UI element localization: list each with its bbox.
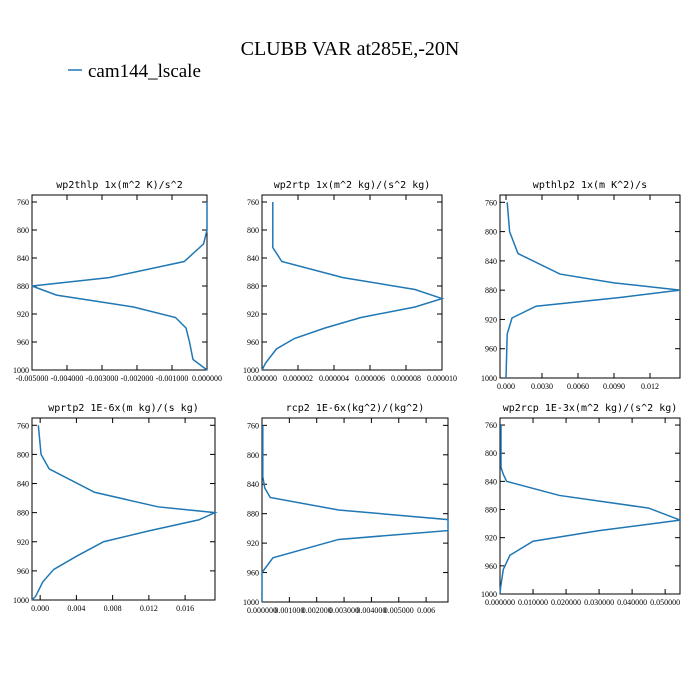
x-tick-label: 0.000002 [283,374,313,383]
subplot-title: wp2rcp 1E-3x(m^2 kg)/(s^2 kg) [503,403,678,414]
x-tick-label: 0.000 [497,382,515,391]
y-tick-label: 1000 [13,366,29,375]
x-tick-label: 0.040000 [617,598,647,607]
x-tick-label: -0.003000 [86,374,119,383]
y-tick-label: 760 [247,421,259,430]
y-tick-label: 800 [17,226,29,235]
x-tick-label: 0.004 [67,604,85,613]
x-tick-label: 0.005000 [384,606,414,615]
y-tick-label: 1000 [243,598,259,607]
y-tick-label: 800 [17,450,29,459]
x-tick-label: 0.0090 [603,382,625,391]
profile-line [261,425,449,602]
y-tick-label: 760 [247,198,259,207]
y-tick-label: 800 [247,451,259,460]
x-tick-label: 0.000000 [485,598,515,607]
plot-frame [499,417,681,595]
x-tick-label: 0.012 [641,382,659,391]
x-tick-label: 0.000010 [427,374,457,383]
y-tick-label: 920 [247,310,259,319]
y-tick-label: 960 [17,567,29,576]
x-tick-label: 0.001000 [274,606,304,615]
x-tick-label: 0.002000 [302,606,332,615]
profile-line [31,425,218,601]
x-tick-label: -0.005000 [16,374,49,383]
y-tick-label: 920 [485,315,497,324]
x-tick-label: 0.0060 [567,382,589,391]
y-tick-label: 880 [247,510,259,519]
y-tick-label: 1000 [13,596,29,605]
x-tick-label: 0.000000 [247,606,277,615]
y-tick-label: 800 [485,449,497,458]
y-tick-label: 880 [247,282,259,291]
x-tick-label: 0.000000 [247,374,277,383]
x-tick-label: 0.000006 [355,374,385,383]
x-tick-label: 0.020000 [551,598,581,607]
profile-line [499,425,681,595]
y-tick-label: 960 [247,338,259,347]
subplot-title: wprtp2 1E-6x(m kg)/(s kg) [48,403,199,414]
y-tick-label: 840 [247,254,259,263]
profile-line [261,202,445,371]
x-tick-label: 0.0030 [531,382,553,391]
plot-frame [261,194,443,371]
plot-frame [499,194,681,379]
y-tick-label: 760 [485,421,497,430]
x-tick-label: 0.030000 [584,598,614,607]
y-tick-label: 920 [247,539,259,548]
y-tick-label: 800 [485,228,497,237]
y-tick-label: 840 [485,477,497,486]
x-tick-label: 0.004000 [356,606,386,615]
legend-label: cam144_lscale [88,61,201,82]
x-tick-label: -0.001000 [156,374,189,383]
subplot-title: rcp2 1E-6x(kg^2)/(kg^2) [286,403,424,414]
subplot-title: wp2rtp 1x(m^2 kg)/(s^2 kg) [274,180,431,191]
plot-frame [261,417,449,603]
subplot-title: wpthlp2 1x(m K^2)/s [533,180,647,191]
y-tick-label: 880 [485,506,497,515]
y-tick-label: 840 [485,257,497,266]
x-tick-label: -0.002000 [121,374,154,383]
profile-line [31,202,208,371]
y-tick-label: 1000 [481,590,497,599]
x-tick-label: 0.000008 [391,374,421,383]
y-tick-label: 760 [17,421,29,430]
subplot-title: wp2thlp 1x(m^2 K)/s^2 [56,180,182,191]
y-tick-label: 1000 [481,374,497,383]
y-tick-label: 800 [247,226,259,235]
y-tick-label: 760 [485,198,497,207]
y-tick-label: 960 [485,345,497,354]
x-tick-label: 0.003000 [329,606,359,615]
y-tick-label: 880 [17,509,29,518]
x-tick-label: 0.000 [31,604,49,613]
y-tick-label: 760 [17,198,29,207]
y-tick-label: 880 [485,286,497,295]
y-tick-label: 960 [17,338,29,347]
x-tick-label: 0.016 [176,604,194,613]
plot-frame [31,417,216,601]
x-tick-label: 0.010000 [518,598,548,607]
x-tick-label: 0.012 [140,604,158,613]
y-tick-label: 920 [485,534,497,543]
y-tick-label: 920 [17,310,29,319]
y-tick-label: 1000 [243,366,259,375]
y-tick-label: 840 [17,254,29,263]
x-tick-label: 0.000000 [192,374,222,383]
plot-frame [31,194,208,371]
x-tick-label: 0.006 [417,606,435,615]
x-tick-label: 0.008 [104,604,122,613]
x-tick-label: -0.004000 [51,374,84,383]
y-tick-label: 960 [247,569,259,578]
figure-title: CLUBB VAR at285E,-20N [241,38,460,60]
y-tick-label: 840 [247,480,259,489]
x-tick-label: 0.000004 [319,374,349,383]
y-tick-label: 840 [17,480,29,489]
y-tick-label: 880 [17,282,29,291]
profile-line [505,202,681,379]
y-tick-label: 920 [17,538,29,547]
x-tick-label: 0.050000 [650,598,680,607]
y-tick-label: 960 [485,562,497,571]
